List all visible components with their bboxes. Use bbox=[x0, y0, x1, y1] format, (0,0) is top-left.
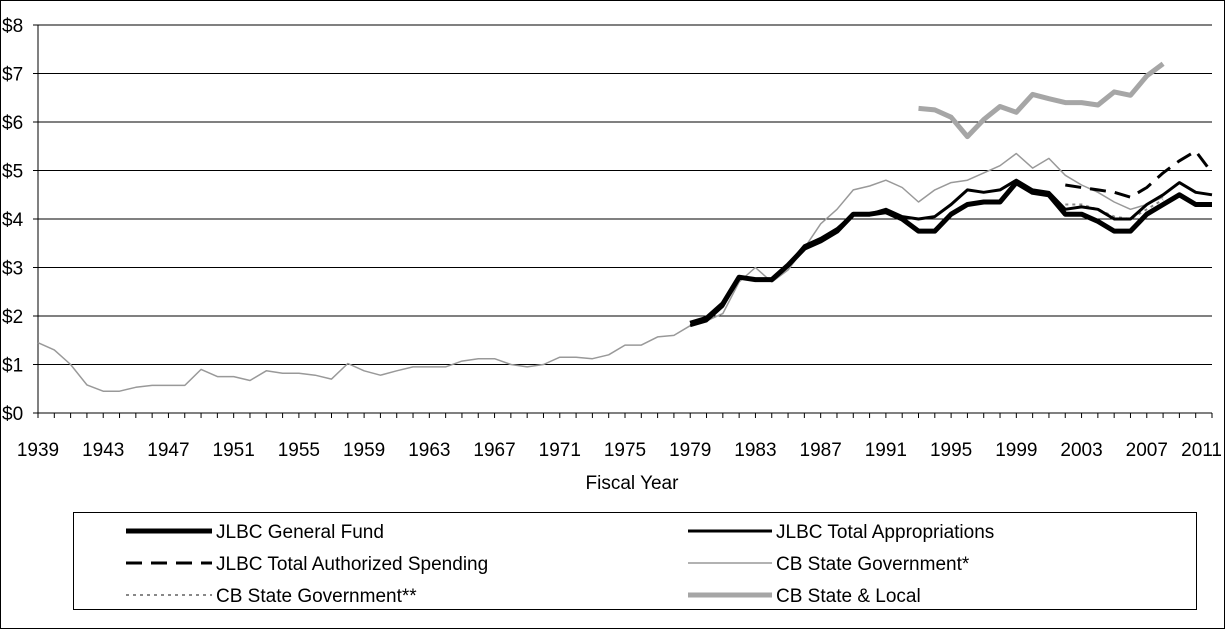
x-axis-title: Fiscal Year bbox=[586, 473, 680, 494]
legend-box bbox=[73, 512, 1197, 610]
x-tick-label: 1971 bbox=[539, 440, 581, 461]
x-tick-label: 2011 bbox=[1181, 440, 1222, 461]
y-tick-label: $6 bbox=[2, 113, 23, 134]
y-tick-label: $0 bbox=[2, 404, 23, 425]
series-lines bbox=[37, 61, 1214, 392]
y-tick-label: $7 bbox=[2, 65, 23, 86]
x-tick-label: 1939 bbox=[17, 440, 59, 461]
legend-label-jlbc-total-appropriations: JLBC Total Appropriations bbox=[776, 522, 994, 543]
y-tick-label: $1 bbox=[2, 356, 23, 377]
y-tick-label: $4 bbox=[2, 210, 24, 231]
legend-label-cb-state-local: CB State & Local bbox=[776, 586, 921, 607]
series-line-jlbc-total-authorized-spending bbox=[1065, 149, 1214, 199]
legend-label-jlbc-total-authorized-spending: JLBC Total Authorized Spending bbox=[216, 554, 488, 575]
x-tick-label: 2003 bbox=[1060, 440, 1102, 461]
x-tick-label: 1987 bbox=[800, 440, 842, 461]
x-tick-label: 1975 bbox=[604, 440, 646, 461]
x-tick-label: 1955 bbox=[278, 440, 320, 461]
legend: JLBC General Fund JLBC Total Appropriatio… bbox=[73, 512, 1197, 610]
legend-label-cb-state-government: CB State Government* bbox=[776, 554, 970, 575]
x-tick-label: 1979 bbox=[669, 440, 711, 461]
legend-entries: JLBC General Fund JLBC Total Appropriatio… bbox=[126, 522, 994, 607]
series-line-cb-state-government bbox=[37, 152, 1164, 392]
axes bbox=[33, 24, 1213, 418]
y-tick-label: $5 bbox=[2, 162, 23, 183]
x-tick-label: 1995 bbox=[930, 440, 972, 461]
y-tick-label: $8 bbox=[2, 16, 23, 37]
x-tick-label: 1943 bbox=[82, 440, 124, 461]
y-tick-label: $2 bbox=[2, 307, 23, 328]
x-tick-label: 1951 bbox=[213, 440, 255, 461]
gridlines bbox=[38, 24, 1212, 365]
series-line-cb-state-local bbox=[918, 61, 1165, 140]
x-tick-label: 1967 bbox=[473, 440, 515, 461]
y-tick-labels: $0 $1 $2 $3 $4 $5 $6 $7 $8 bbox=[2, 16, 24, 425]
legend-label-cb-state-government: CB State Government** bbox=[216, 586, 417, 607]
x-tick-label: 1991 bbox=[865, 440, 907, 461]
x-tick-label: 2007 bbox=[1126, 440, 1168, 461]
x-tick-label: 1963 bbox=[408, 440, 450, 461]
legend-label-jlbc-general-fund: JLBC General Fund bbox=[216, 522, 384, 543]
x-tick-label: 1947 bbox=[147, 440, 189, 461]
x-tick-label: 1983 bbox=[734, 440, 776, 461]
x-tick-label: 1959 bbox=[343, 440, 385, 461]
series-line-cb-state-government bbox=[1065, 198, 1164, 220]
x-tick-label: 1999 bbox=[995, 440, 1037, 461]
series-line-jlbc-general-fund bbox=[689, 180, 1212, 326]
y-tick-label: $3 bbox=[2, 259, 23, 280]
x-tick-labels: 1939 1943 1947 1951 1955 1959 1963 1967 1971 1975… bbox=[17, 440, 1222, 461]
